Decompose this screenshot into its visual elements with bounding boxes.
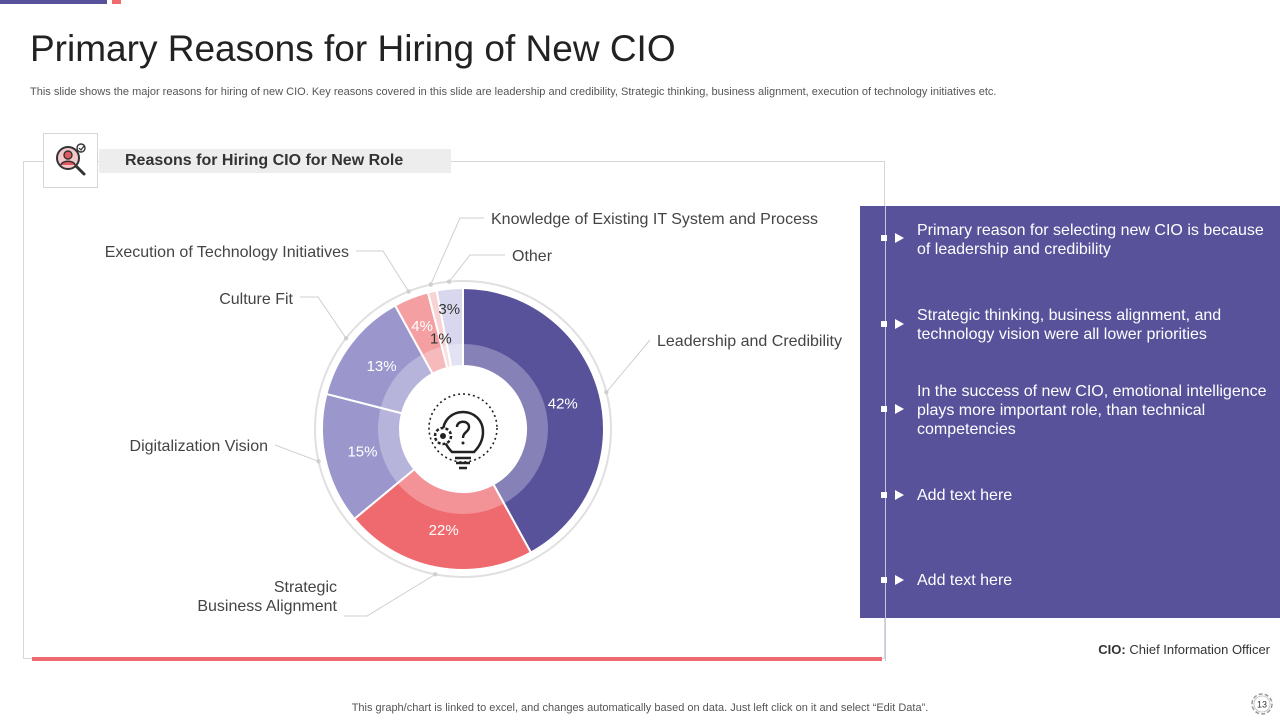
abbreviation-footnote: CIO: Chief Information Officer bbox=[1098, 642, 1270, 657]
category-label: Strategic bbox=[274, 579, 337, 596]
bullet-square bbox=[881, 321, 887, 327]
chart-bottom-accent bbox=[32, 657, 882, 661]
chart-outer-ring bbox=[314, 280, 612, 578]
bottom-note: This graph/chart is linked to excel, and… bbox=[351, 702, 929, 714]
slice-value-label: 3% bbox=[438, 301, 460, 318]
page-subtitle: This slide shows the major reasons for h… bbox=[30, 86, 997, 98]
insights-panel bbox=[860, 206, 1280, 618]
footnote-term: CIO: bbox=[1098, 642, 1126, 657]
leader-line bbox=[448, 254, 505, 282]
slice-value-label: 13% bbox=[367, 358, 397, 375]
category-label: Knowledge of Existing IT System and Proc… bbox=[491, 211, 818, 228]
bullet-arrow-icon bbox=[895, 575, 904, 585]
page-number: 13 bbox=[1257, 700, 1267, 710]
category-label: Other bbox=[512, 248, 553, 265]
search-user-icon-box bbox=[43, 133, 98, 188]
bullet-arrow-icon bbox=[895, 404, 904, 414]
category-label: Business Alignment bbox=[197, 598, 337, 615]
slice-value-label: 4% bbox=[411, 318, 433, 335]
leader-line bbox=[344, 573, 436, 617]
leader-line bbox=[274, 444, 319, 462]
panel-bullet-2: Strategic thinking, business alignment, … bbox=[917, 307, 1222, 343]
category-label: Execution of Technology Initiatives bbox=[105, 244, 349, 261]
page-number-gear-icon: 13 bbox=[1251, 693, 1273, 715]
slice-value-label: 1% bbox=[430, 331, 452, 348]
leader-dot bbox=[428, 282, 433, 287]
top-accent-mark bbox=[112, 0, 121, 4]
leader-line bbox=[430, 217, 484, 285]
slice-value-label: 22% bbox=[429, 522, 459, 539]
bullet-square bbox=[881, 492, 887, 498]
panel-bullet-3: In the success of new CIO, emotional int… bbox=[917, 383, 1267, 438]
bullet-square bbox=[881, 406, 887, 412]
bullet-arrow-icon bbox=[895, 490, 904, 500]
category-label: Culture Fit bbox=[219, 291, 293, 308]
category-label: Digitalization Vision bbox=[130, 438, 268, 455]
lightbulb-question-icon bbox=[428, 393, 498, 470]
bullet-arrow-icon bbox=[895, 233, 904, 243]
chart-center bbox=[400, 366, 526, 492]
footnote-definition: Chief Information Officer bbox=[1125, 642, 1270, 657]
search-user-icon bbox=[55, 142, 86, 175]
panel-timeline-line bbox=[885, 206, 886, 661]
page-title: Primary Reasons for Hiring of New CIO bbox=[30, 28, 676, 69]
category-label: Leadership and Credibility bbox=[657, 333, 842, 350]
chart-heading: Reasons for Hiring CIO for New Role bbox=[99, 149, 451, 173]
bullet-arrow-icon bbox=[895, 319, 904, 329]
bullet-square bbox=[881, 577, 887, 583]
panel-bullet-1: Primary reason for selecting new CIO is … bbox=[917, 222, 1264, 258]
top-accent-bar bbox=[0, 0, 107, 4]
leader-line bbox=[356, 250, 409, 292]
slice-value-label: 42% bbox=[548, 395, 578, 412]
slice-value-label: 15% bbox=[347, 443, 377, 460]
panel-bullet-5[interactable]: Add text here bbox=[917, 572, 1013, 589]
bullet-square bbox=[881, 235, 887, 241]
leader-line bbox=[605, 339, 651, 393]
leader-line bbox=[300, 296, 347, 339]
panel-bullet-4[interactable]: Add text here bbox=[917, 487, 1013, 504]
